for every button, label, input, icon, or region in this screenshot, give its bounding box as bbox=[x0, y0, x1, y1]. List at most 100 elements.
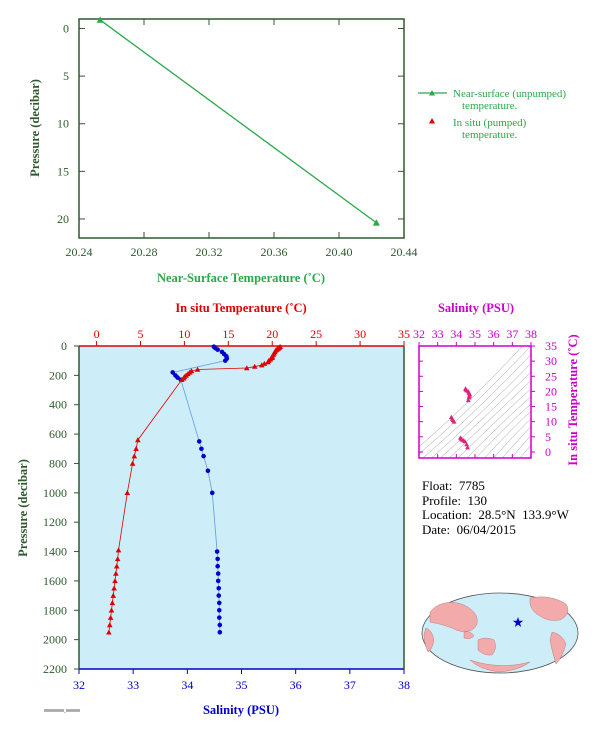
ts-point bbox=[451, 419, 457, 424]
top-x-tick-label: 20.36 bbox=[261, 245, 288, 259]
top-x-axis-label: Near-Surface Temperature (˚C) bbox=[157, 271, 325, 285]
salinity-point bbox=[170, 370, 176, 375]
profile-plot-background bbox=[79, 346, 404, 669]
salinity-point bbox=[196, 439, 202, 444]
salinity-point bbox=[217, 622, 223, 628]
density-contour bbox=[484, 411, 531, 458]
ts-y-axis-label: In situ Temperature (˚C) bbox=[566, 334, 580, 465]
ts-x-tick-label: 35 bbox=[469, 327, 481, 341]
temperature-point bbox=[133, 445, 139, 452]
legend-red-triangle-icon bbox=[429, 118, 435, 124]
ts-plot-background bbox=[419, 346, 531, 458]
float-info: Float: 7785 Profile: 130 Location: 28.5°… bbox=[422, 478, 569, 537]
temp-tick-label: 35 bbox=[398, 327, 410, 341]
top-y-tick-label: 0 bbox=[63, 22, 69, 36]
salinity-tick-label: 34 bbox=[181, 678, 193, 692]
top-x-tick-label: 20.28 bbox=[131, 245, 158, 259]
density-contour bbox=[419, 346, 531, 455]
float-location-star-icon bbox=[512, 617, 524, 627]
ts-x-tick-label: 36 bbox=[488, 327, 500, 341]
ts-y-tick-label: 15 bbox=[545, 400, 557, 414]
profile-bottom-axis-label: Salinity (PSU) bbox=[203, 703, 279, 717]
top-legend: Near-surface (unpumped) temperature. In … bbox=[418, 88, 566, 141]
salinity-point bbox=[214, 549, 220, 554]
profile-axis-ticks: 0 5 10 15 20 25 30 35 32 33 34 35 36 37 38 0 200 400 600 80… bbox=[43, 327, 410, 692]
map-land-africa bbox=[423, 627, 435, 653]
pressure-tick-label: 2200 bbox=[43, 662, 67, 676]
profile-series-layer bbox=[106, 343, 283, 635]
top-y-tick-label: 20 bbox=[57, 212, 69, 226]
legend-item-in-situ-line2: temperature. bbox=[462, 129, 518, 141]
density-contour bbox=[440, 371, 531, 458]
density-contour bbox=[493, 418, 531, 458]
salinity-tick-label: 38 bbox=[398, 678, 410, 692]
near-surface-temperature-chart: 20.24 20.28 20.32 20.36 20.40 20.44 0 5 10 15 20 N… bbox=[28, 16, 418, 285]
ts-point bbox=[462, 438, 468, 444]
salinity-tick-label: 35 bbox=[236, 678, 248, 692]
location-label: Location: bbox=[422, 507, 472, 522]
temperature-point bbox=[106, 629, 112, 635]
ts-y-tick-label: 0 bbox=[545, 445, 551, 459]
density-contour bbox=[466, 396, 531, 458]
density-contour bbox=[431, 362, 531, 458]
temperature-point bbox=[129, 460, 136, 466]
ts-point bbox=[465, 397, 471, 403]
top-y-tick-label: 5 bbox=[63, 69, 69, 83]
salinity-tick-label: 36 bbox=[290, 678, 302, 692]
pressure-tick-label: 1200 bbox=[43, 515, 67, 529]
salinity-point bbox=[209, 490, 215, 496]
date-value: 06/04/2015 bbox=[456, 521, 516, 537]
top-x-tick-label: 20.40 bbox=[326, 245, 353, 259]
pressure-tick-label: 200 bbox=[49, 368, 67, 382]
density-contour bbox=[510, 434, 531, 458]
pressure-tick-label: 1800 bbox=[43, 603, 67, 617]
salinity-point bbox=[216, 607, 222, 613]
temperature-point bbox=[243, 365, 250, 371]
ts-x-tick-label: 37 bbox=[506, 327, 518, 341]
ts-y-tick-label: 30 bbox=[545, 354, 557, 368]
salinity-point bbox=[215, 347, 220, 352]
salinity-point bbox=[216, 600, 222, 606]
ts-x-tick-label: 32 bbox=[413, 327, 425, 341]
ts-point bbox=[465, 445, 470, 450]
ts-y-tick-label: 35 bbox=[545, 339, 557, 353]
temperature-point bbox=[131, 453, 138, 459]
temp-tick-label: 25 bbox=[310, 327, 322, 341]
ts-point bbox=[464, 441, 469, 447]
temperature-point bbox=[109, 600, 116, 606]
temperature-point bbox=[265, 359, 271, 365]
temperature-point bbox=[114, 556, 121, 562]
top-x-tick-label: 20.24 bbox=[66, 245, 93, 259]
top-series-layer bbox=[96, 16, 380, 226]
ts-y-tick-label: 5 bbox=[545, 430, 551, 444]
near-surface-point bbox=[372, 219, 380, 226]
temp-tick-label: 20 bbox=[266, 327, 278, 341]
pressure-tick-label: 1600 bbox=[43, 574, 67, 588]
density-contour bbox=[519, 444, 531, 458]
near-surface-line bbox=[99, 19, 377, 224]
ts-y-tick-label: 25 bbox=[545, 369, 557, 383]
profile-value: 130 bbox=[467, 492, 488, 508]
float-label: Float: bbox=[422, 478, 453, 493]
legend-item-near-surface-line1: Near-surface (unpumped) bbox=[453, 88, 566, 100]
top-plot-frame bbox=[78, 18, 405, 239]
temperature-point bbox=[111, 585, 117, 591]
world-map bbox=[421, 592, 579, 674]
map-land-australia bbox=[477, 637, 496, 656]
salinity-point bbox=[216, 615, 222, 620]
temperature-point bbox=[178, 376, 185, 383]
ts-series-layer bbox=[448, 386, 473, 450]
salinity-point bbox=[175, 375, 180, 380]
map-land-antarctica bbox=[469, 659, 531, 673]
profile-chart: 0 5 10 15 20 25 30 35 32 33 34 35 36 37 38 0 200 400 600 80… bbox=[16, 301, 410, 717]
footer-code: 0000000000_0000000 bbox=[44, 708, 80, 713]
temperature-point bbox=[251, 363, 258, 369]
salinity-point bbox=[205, 468, 211, 474]
density-contour bbox=[457, 388, 531, 458]
pressure-tick-label: 0 bbox=[61, 339, 67, 353]
near-surface-point bbox=[96, 16, 104, 23]
pressure-tick-label: 1400 bbox=[43, 545, 67, 559]
ts-x-tick-label: 33 bbox=[432, 327, 444, 341]
